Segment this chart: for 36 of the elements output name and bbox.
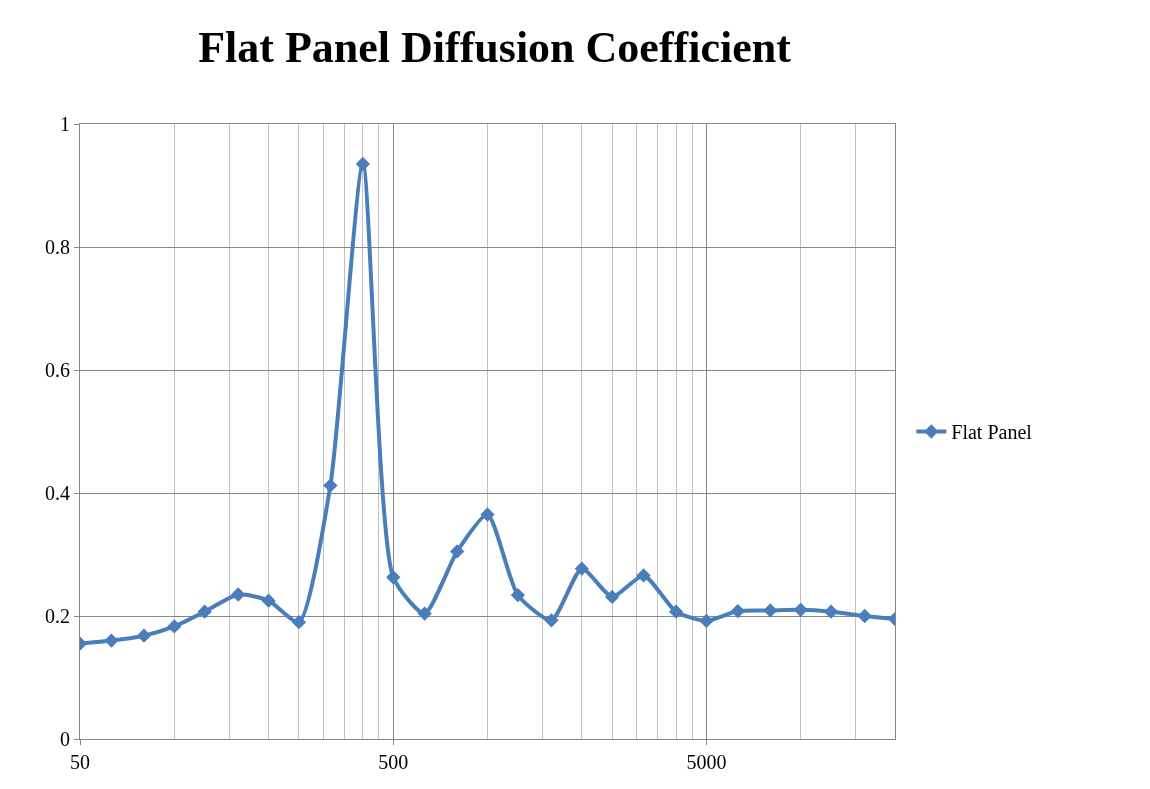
point <box>291 615 307 630</box>
point <box>355 156 371 172</box>
y-tick-label: 0.2 <box>45 605 70 627</box>
legend-label: Flat Panel <box>951 421 1033 444</box>
point <box>763 603 778 618</box>
point <box>167 619 182 634</box>
point <box>604 589 620 605</box>
point <box>857 608 872 624</box>
point <box>544 613 559 628</box>
point <box>668 604 684 619</box>
x-tick-label: 5000 <box>686 751 727 773</box>
point <box>480 507 495 522</box>
point <box>823 604 839 619</box>
chart-title: Flat Panel Diffusion Coefficient <box>198 23 792 73</box>
point <box>231 587 246 602</box>
y-tick-label: 1 <box>60 113 70 135</box>
point <box>450 544 465 559</box>
point <box>136 628 152 643</box>
point <box>261 593 276 608</box>
point <box>699 613 714 629</box>
point <box>574 561 589 576</box>
point <box>636 568 651 583</box>
point <box>417 606 432 621</box>
point <box>730 603 746 619</box>
y-tick-label: 0.4 <box>45 482 70 504</box>
point <box>104 633 119 648</box>
point <box>323 478 338 493</box>
x-tick-label: 50 <box>70 751 90 773</box>
y-tick-label: 0.8 <box>45 236 70 258</box>
x-tick-label: 500 <box>378 751 409 773</box>
point <box>510 587 525 603</box>
point <box>793 602 808 617</box>
y-tick-label: 0 <box>60 728 70 750</box>
point <box>197 604 212 619</box>
y-tick-label: 0.6 <box>45 359 70 381</box>
point <box>386 570 401 585</box>
